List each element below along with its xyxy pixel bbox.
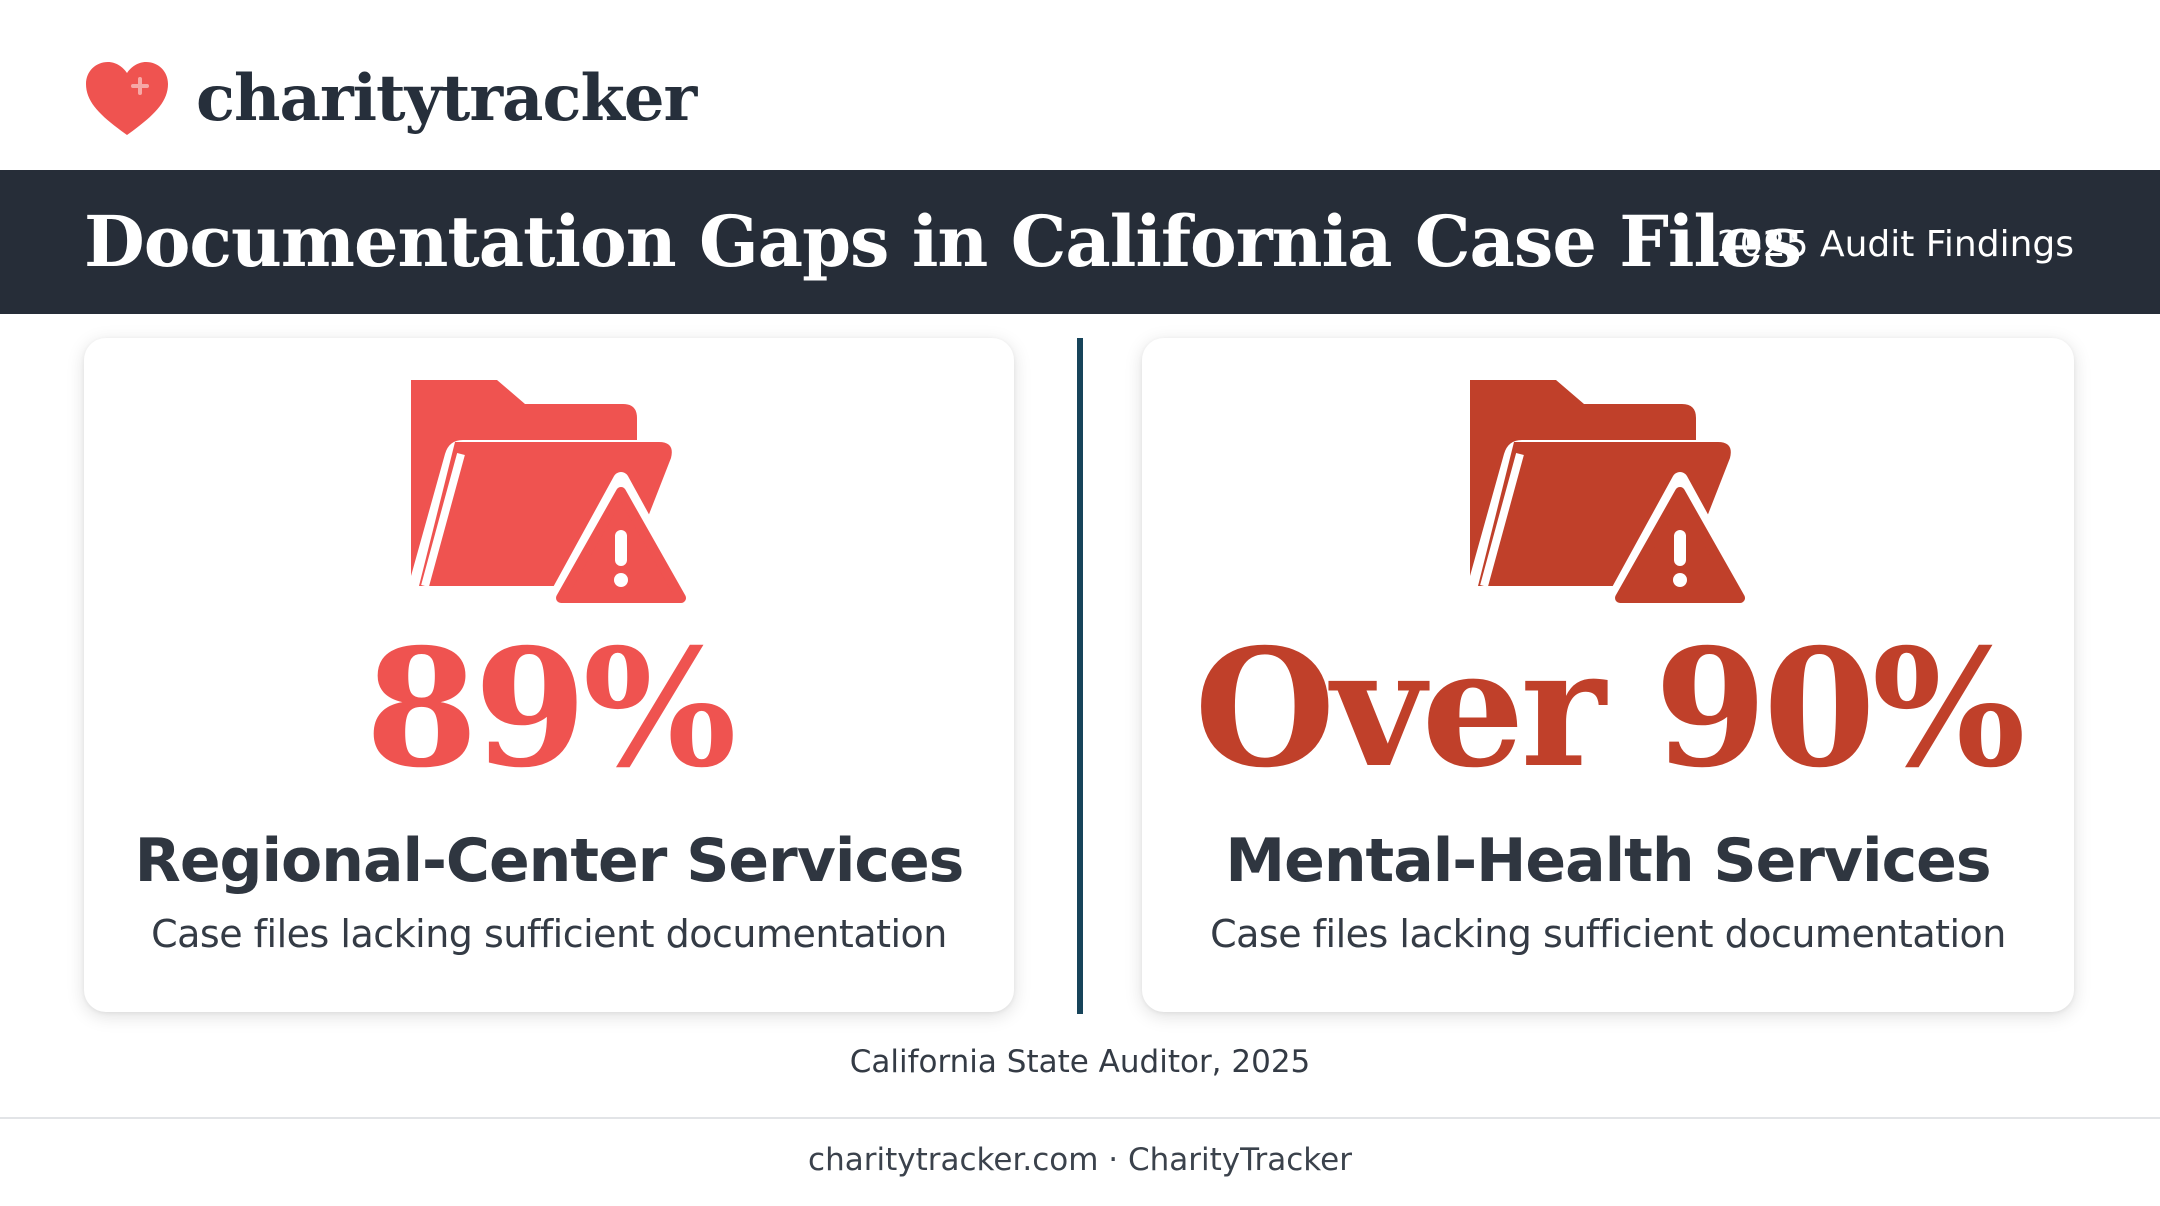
source-citation: California State Auditor, 2025 (849, 1044, 1311, 1080)
page-subtitle: 2025 Audit Findings (1716, 224, 2074, 265)
footer-divider (0, 1117, 2160, 1119)
stat-value: 89% (365, 614, 736, 804)
page-title: Documentation Gaps in California Case Fi… (84, 200, 1802, 283)
footer-text: charitytracker.com · CharityTracker (808, 1142, 1352, 1178)
title-banner: Documentation Gaps in California Case Fi… (0, 170, 2160, 314)
brand-name: charitytracker (196, 61, 697, 136)
stat-value: Over 90% (1194, 614, 2025, 804)
card-description: Case files lacking sufficient documentat… (151, 912, 947, 956)
brand-logo: charitytracker (82, 56, 697, 142)
heart-plus-icon (86, 62, 168, 135)
card-heading: Mental-Health Services (1225, 826, 1991, 896)
card-description: Case files lacking sufficient documentat… (1210, 912, 2006, 956)
vertical-divider (1077, 338, 1083, 1014)
folder-warning-icon (1470, 380, 1756, 612)
stat-card-mental-health: Over 90% Mental-Health Services Case fil… (1142, 338, 2074, 1012)
card-heading: Regional-Center Services (134, 826, 965, 896)
folder-warning-icon (411, 380, 697, 612)
stat-card-regional-center: 89% Regional-Center Services Case files … (84, 338, 1014, 1012)
